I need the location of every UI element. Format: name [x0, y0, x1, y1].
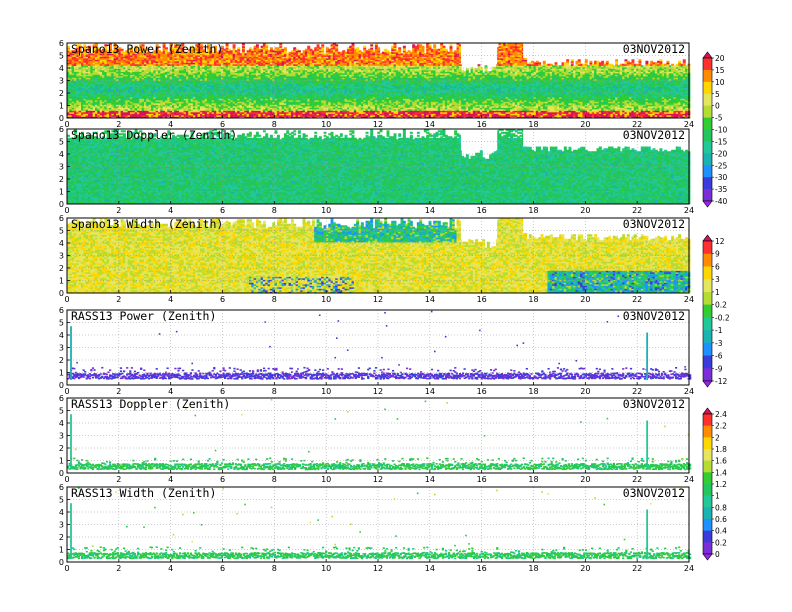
cell	[256, 44, 259, 46]
cell	[237, 47, 240, 49]
cell	[233, 44, 236, 46]
